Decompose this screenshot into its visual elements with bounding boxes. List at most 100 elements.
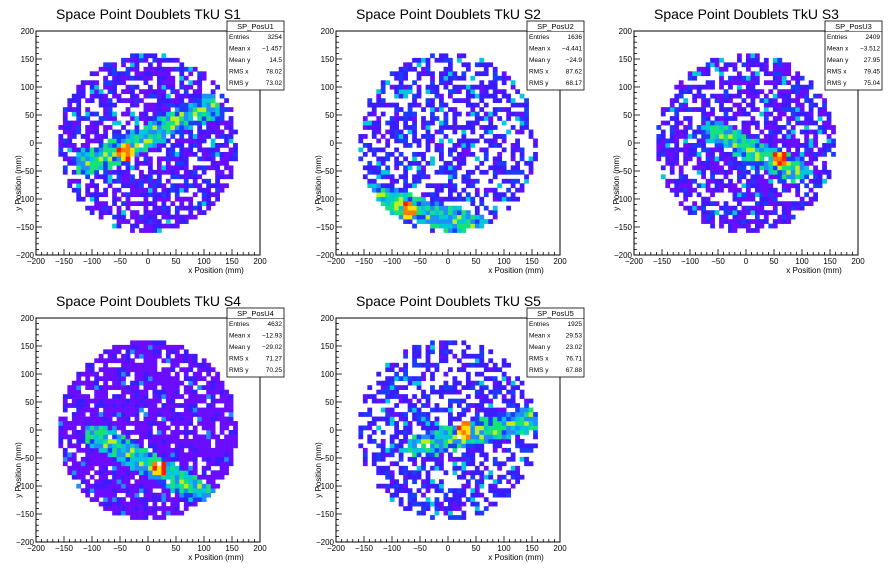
heatmap-cell bbox=[80, 407, 86, 413]
heatmap-cell bbox=[152, 416, 158, 422]
heatmap-cell bbox=[139, 398, 144, 404]
heatmap-cell bbox=[103, 470, 108, 476]
heatmap-cell bbox=[85, 380, 91, 386]
heatmap-cell bbox=[206, 116, 212, 121]
heatmap-cell bbox=[107, 98, 113, 103]
heatmap-cell bbox=[461, 443, 467, 449]
heatmap-cell bbox=[421, 461, 426, 467]
heatmap-cell bbox=[741, 134, 747, 139]
heatmap-cell bbox=[192, 461, 198, 467]
heatmap-cell bbox=[683, 147, 689, 153]
heatmap-cell bbox=[533, 138, 538, 144]
heatmap-cell bbox=[161, 205, 167, 211]
heatmap-cell bbox=[398, 385, 404, 390]
heatmap-cell bbox=[183, 156, 189, 162]
heatmap-cell bbox=[76, 434, 82, 440]
heatmap-cell bbox=[139, 479, 144, 485]
heatmap-cell bbox=[759, 183, 765, 189]
heatmap-cell bbox=[456, 84, 462, 90]
heatmap-cell bbox=[439, 129, 444, 135]
heatmap-cell bbox=[461, 75, 467, 81]
heatmap-cell bbox=[763, 116, 769, 121]
heatmap-cell bbox=[506, 421, 512, 426]
heatmap-cell bbox=[705, 102, 711, 108]
heatmap-cell bbox=[732, 143, 738, 148]
heatmap-cell bbox=[188, 147, 194, 153]
heatmap-cell bbox=[215, 483, 220, 489]
heatmap-cell bbox=[501, 134, 507, 139]
heatmap-cell bbox=[206, 102, 212, 108]
heatmap-cell bbox=[188, 214, 194, 220]
heatmap-cell bbox=[112, 371, 117, 377]
heatmap-cell bbox=[174, 223, 180, 229]
heatmap-cell bbox=[170, 380, 176, 386]
heatmap-cell bbox=[188, 210, 194, 215]
heatmap-cell bbox=[210, 151, 216, 157]
heatmap-cell bbox=[750, 138, 756, 144]
heatmap-cell bbox=[728, 143, 733, 148]
heatmap-cell bbox=[448, 214, 453, 220]
heatmap-cell bbox=[197, 143, 203, 148]
heatmap-cell bbox=[389, 178, 395, 184]
heatmap-cell bbox=[116, 178, 122, 184]
heatmap-cell bbox=[362, 398, 368, 404]
heatmap-cell bbox=[746, 125, 751, 130]
heatmap-cell bbox=[687, 143, 693, 148]
heatmap-cell bbox=[201, 201, 207, 207]
heatmap-cell bbox=[94, 461, 100, 467]
heatmap-cell bbox=[732, 160, 738, 166]
heatmap-cell bbox=[448, 340, 453, 346]
heatmap-cell bbox=[488, 62, 494, 68]
heatmap-cell bbox=[497, 430, 503, 435]
heatmap-cell bbox=[665, 138, 671, 144]
heatmap-cell bbox=[188, 129, 194, 135]
heatmap-cell bbox=[148, 210, 153, 215]
heatmap-cell bbox=[103, 107, 108, 112]
heatmap-cell bbox=[412, 66, 417, 72]
heatmap-cell bbox=[683, 138, 689, 144]
heatmap-cell bbox=[515, 407, 520, 413]
heatmap-cell bbox=[425, 57, 431, 63]
heatmap-cell bbox=[152, 93, 158, 99]
heatmap-cell bbox=[746, 111, 751, 117]
heatmap-cell bbox=[710, 107, 715, 112]
heatmap-cell bbox=[134, 447, 140, 453]
heatmap-cell bbox=[430, 371, 435, 377]
heatmap-cell bbox=[76, 196, 82, 202]
heatmap-cell bbox=[107, 461, 113, 467]
heatmap-cell bbox=[156, 107, 162, 112]
heatmap-cell bbox=[398, 80, 404, 86]
heatmap-cell bbox=[121, 443, 126, 449]
heatmap-cell bbox=[741, 89, 747, 95]
heatmap-cell bbox=[112, 71, 117, 77]
heatmap-cell bbox=[474, 165, 480, 171]
heatmap-cell bbox=[170, 497, 176, 502]
x-tick-label: −100 bbox=[681, 257, 700, 266]
heatmap-cell bbox=[804, 125, 810, 130]
heatmap-cell bbox=[412, 178, 417, 184]
heatmap-cell bbox=[804, 111, 810, 117]
heatmap-cell bbox=[367, 412, 373, 417]
heatmap-cell bbox=[421, 169, 426, 175]
heatmap-cell bbox=[98, 403, 104, 408]
heatmap-cell bbox=[430, 407, 435, 413]
heatmap-cell bbox=[103, 488, 108, 494]
heatmap-cell bbox=[362, 165, 368, 171]
heatmap-cell bbox=[403, 398, 408, 404]
heatmap-cell bbox=[669, 160, 675, 166]
heatmap-cell bbox=[148, 407, 153, 413]
heatmap-cell bbox=[188, 470, 194, 476]
heatmap-cell bbox=[134, 147, 140, 153]
heatmap-cell bbox=[188, 367, 194, 373]
heatmap-cell bbox=[533, 434, 538, 440]
heatmap-cell bbox=[161, 501, 167, 507]
heatmap-cell bbox=[148, 344, 153, 350]
heatmap-cell bbox=[197, 447, 203, 453]
heatmap-cell bbox=[219, 438, 225, 444]
heatmap-cell bbox=[465, 120, 471, 126]
heatmap-cell bbox=[367, 425, 373, 431]
heatmap-cell bbox=[165, 497, 171, 502]
heatmap-cell bbox=[660, 107, 666, 112]
heatmap-cell bbox=[62, 456, 68, 462]
heatmap-cell bbox=[183, 219, 189, 224]
